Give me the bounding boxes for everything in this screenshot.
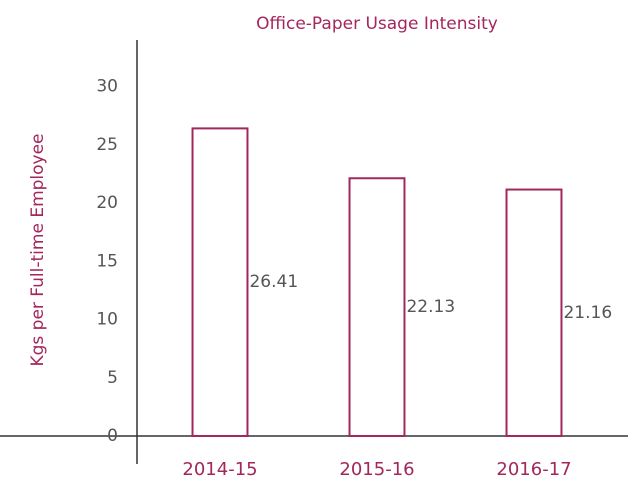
x-tick-label: 2015-16 bbox=[339, 459, 414, 480]
y-tick-label: 25 bbox=[96, 135, 118, 155]
y-tick-label: 20 bbox=[96, 193, 118, 213]
value-label: 22.13 bbox=[406, 297, 455, 317]
x-tick-label: 2016-17 bbox=[496, 459, 571, 480]
value-label: 26.41 bbox=[249, 272, 298, 292]
bar bbox=[348, 177, 406, 438]
y-axis-label: Kgs per Full-time Employee bbox=[28, 133, 48, 366]
y-tick-label: 5 bbox=[107, 368, 118, 388]
chart-title: Office-Paper Usage Intensity bbox=[256, 14, 498, 34]
bar bbox=[191, 127, 249, 437]
y-tick-label: 10 bbox=[96, 310, 118, 330]
value-label: 21.16 bbox=[563, 303, 612, 323]
y-tick-label: 15 bbox=[96, 251, 118, 271]
x-tick-label: 2014-15 bbox=[182, 459, 257, 480]
y-tick-label: 30 bbox=[96, 77, 118, 97]
bar bbox=[505, 188, 563, 437]
y-tick-label: 0 bbox=[107, 426, 118, 446]
